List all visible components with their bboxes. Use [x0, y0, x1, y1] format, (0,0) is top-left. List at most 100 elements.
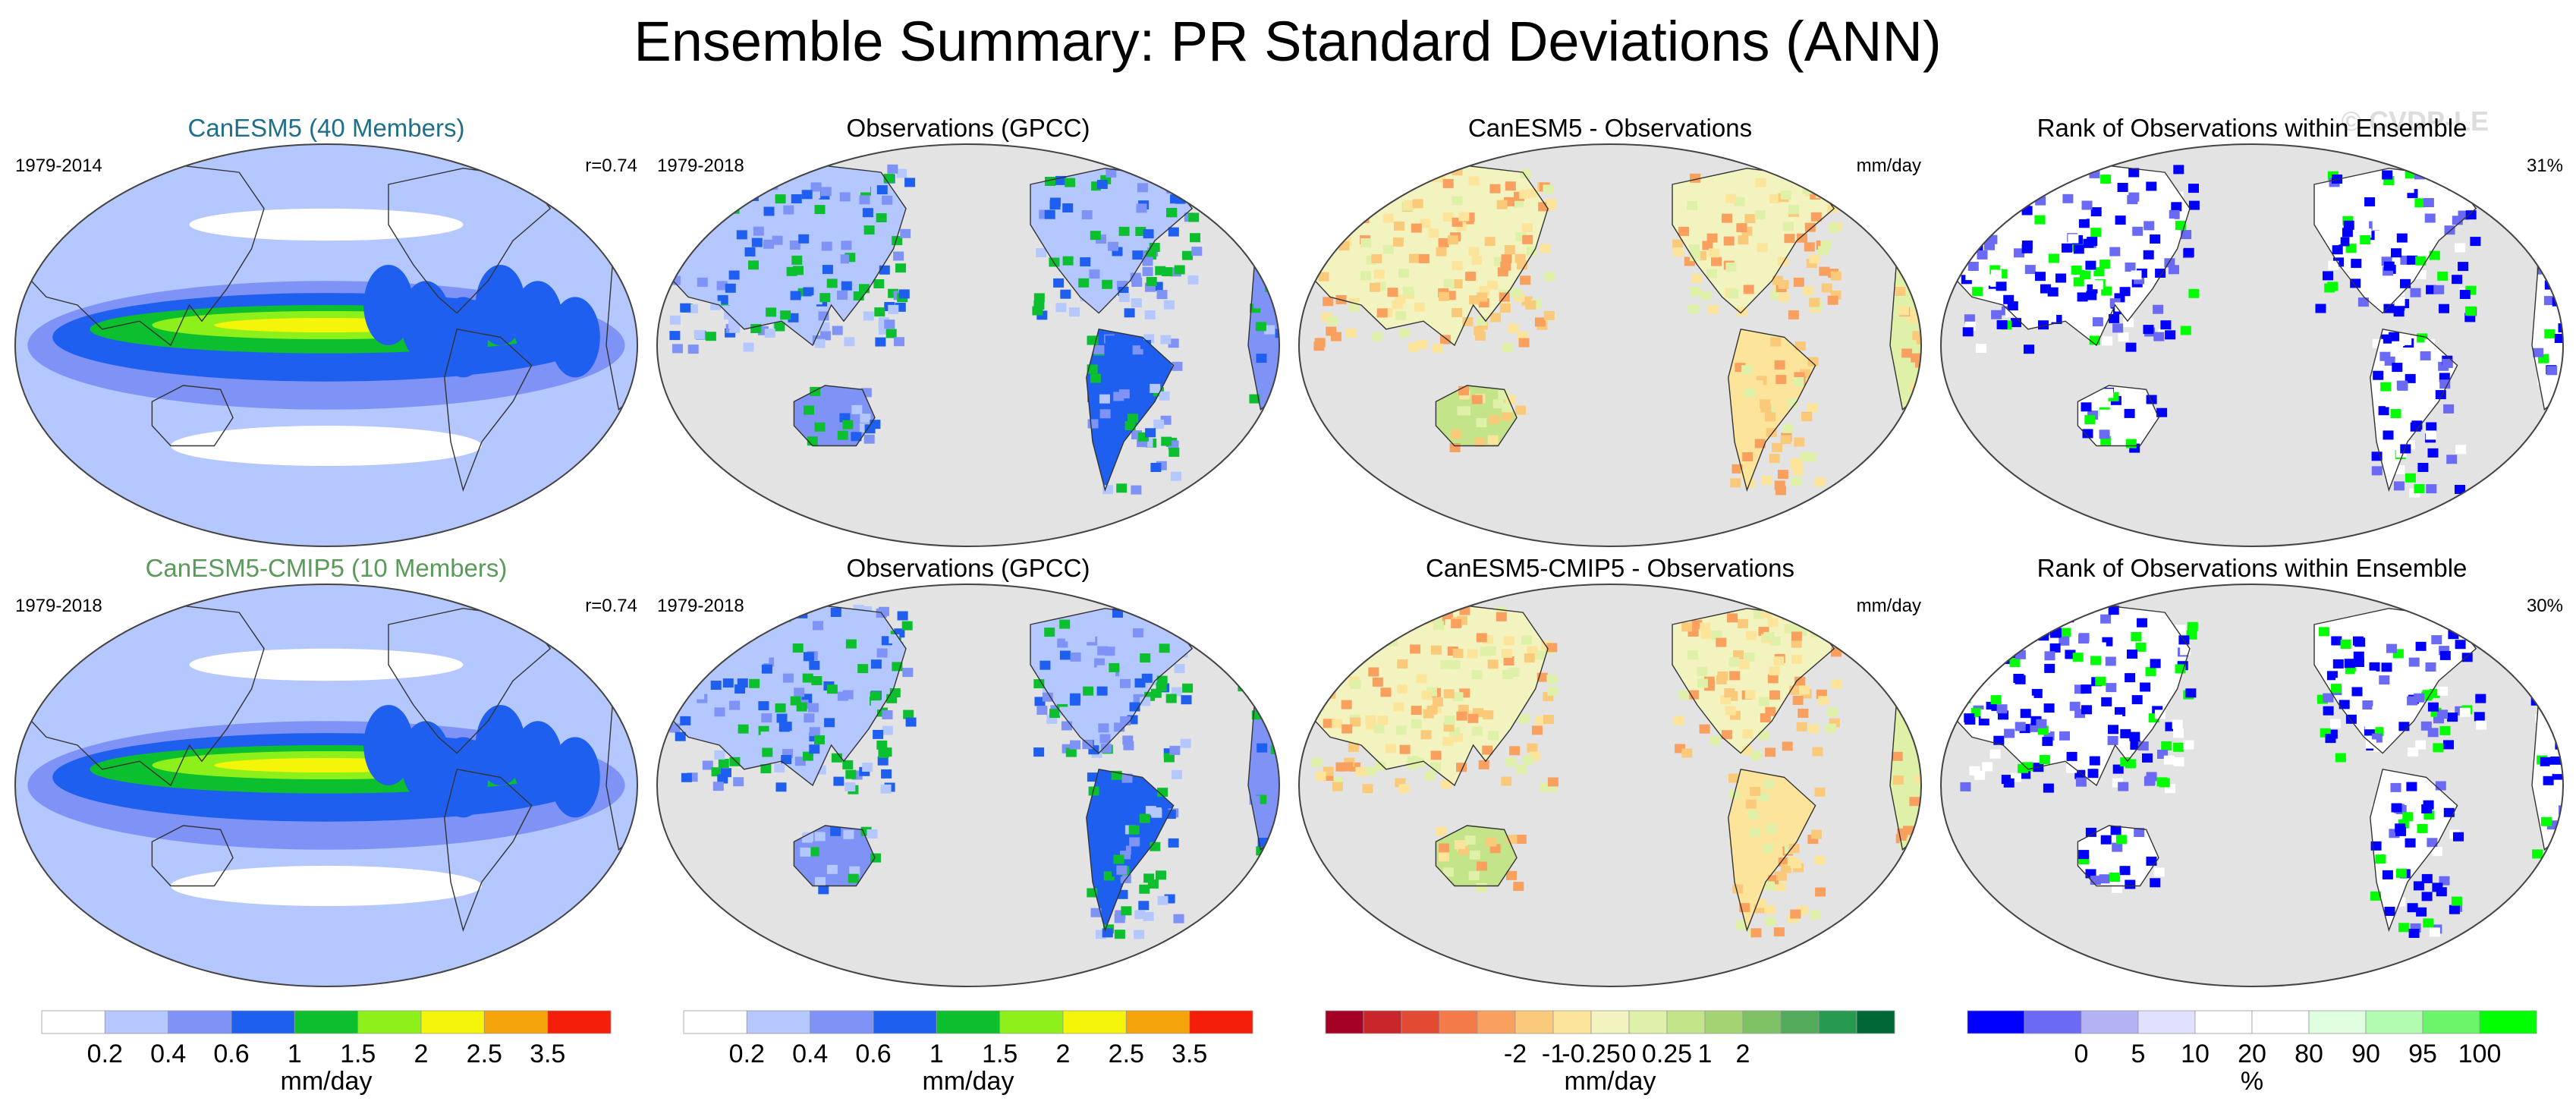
- obs-cell: [714, 707, 725, 717]
- rank-cell: [2543, 776, 2554, 785]
- precip-blob-2: [438, 737, 489, 818]
- diff-cell: [1831, 679, 1842, 689]
- obs-cell: [1185, 158, 1197, 168]
- obs-cell: [1118, 293, 1130, 302]
- obs-cell: [1264, 673, 1275, 683]
- rank-cell: [2439, 304, 2449, 313]
- rank-cell: [1965, 271, 1977, 281]
- obs-cell: [747, 727, 759, 737]
- diff-cell: [1452, 308, 1462, 317]
- rank-cell: [2416, 907, 2427, 917]
- rank-cell: [1994, 606, 2005, 615]
- diff-cell: [1471, 670, 1483, 680]
- colorbar-diff: -2 -1-0.25 0 0.25 1 2mm/day: [1325, 1010, 1895, 1096]
- rank-cell: [2375, 854, 2386, 864]
- obs-cell: [669, 331, 681, 341]
- diff-cell: [1538, 202, 1549, 212]
- diff-cell: [1486, 837, 1497, 847]
- diff-cell: [1810, 619, 1821, 629]
- rank-cell: [2014, 248, 2024, 258]
- diff-cell: [1700, 622, 1711, 632]
- rank-cell: [2122, 616, 2133, 625]
- obs-cell: [1265, 718, 1276, 728]
- rank-cell: [2400, 444, 2411, 454]
- map-panel-model-1: CanESM5-CMIP5 (10 Members)1979-2018 r=0.7…: [14, 554, 638, 987]
- rank-cell: [2439, 725, 2451, 735]
- obs-cell: [1145, 623, 1156, 633]
- obs-cell: [1257, 632, 1269, 642]
- diff-cell: [1911, 353, 1921, 363]
- rank-cell: [2073, 244, 2084, 254]
- diff-cell: [1798, 708, 1809, 718]
- obs-cell: [1083, 686, 1094, 696]
- rank-cell: [2128, 168, 2140, 178]
- panel-stat: mm/day: [1857, 596, 1921, 616]
- obs-cell: [725, 283, 736, 293]
- diff-cell: [1313, 341, 1325, 351]
- diff-cell: [1687, 201, 1697, 210]
- obs-cell: [1042, 692, 1053, 702]
- diff-cell: [1412, 199, 1423, 209]
- rank-cell: [2400, 278, 2411, 288]
- rank-cell: [2425, 168, 2436, 178]
- obs-cell: [1153, 420, 1165, 429]
- diff-cell: [1515, 835, 1527, 844]
- obs-cell: [887, 164, 898, 174]
- diff-cell: [1408, 253, 1420, 263]
- rank-cell: [2059, 636, 2070, 646]
- colorbar-swatch: [547, 1010, 612, 1034]
- colorbar-tick-label: -2: [1504, 1040, 1527, 1068]
- rank-cell: [2087, 769, 2099, 779]
- rank-cell: [2169, 265, 2179, 275]
- rank-cell: [2339, 650, 2350, 659]
- rank-cell: [2417, 823, 2428, 833]
- diff-cell: [1455, 840, 1465, 850]
- diff-cell: [1392, 238, 1404, 247]
- rank-cell: [2040, 284, 2051, 294]
- diff-cell: [1815, 855, 1826, 865]
- rank-cell: [2123, 318, 2134, 328]
- diff-cell: [1828, 223, 1839, 233]
- obs-cell: [1272, 247, 1279, 256]
- obs-cell: [813, 755, 824, 765]
- panel-stat: 31%: [2527, 156, 2563, 176]
- obs-cell: [808, 703, 819, 713]
- diff-cell: [1796, 722, 1807, 731]
- diff-cell: [1341, 724, 1353, 734]
- rank-cell: [2181, 230, 2192, 240]
- diff-cell: [1395, 725, 1407, 735]
- rank-cell: [2323, 271, 2333, 281]
- diff-cell: [1732, 884, 1744, 894]
- diff-cell: [1394, 221, 1404, 231]
- rank-cell: [1996, 171, 2008, 181]
- map-content: [15, 144, 637, 546]
- colorbar-tick-label: 1.5: [982, 1040, 1018, 1068]
- rank-cell: [2491, 609, 2502, 618]
- diff-cell: [1763, 844, 1774, 854]
- rank-cell: [2173, 165, 2184, 175]
- obs-cell: [1120, 678, 1131, 688]
- diff-cell: [1749, 827, 1760, 837]
- obs-cell: [1033, 747, 1045, 757]
- obs-cell: [758, 701, 769, 711]
- diff-cell: [1464, 835, 1476, 845]
- obs-cell: [738, 724, 749, 734]
- diff-cell: [1372, 332, 1383, 341]
- obs-cell: [1073, 621, 1084, 631]
- precip-blob-4: [513, 721, 563, 802]
- map-border: [14, 584, 638, 987]
- obs-cell: [712, 782, 724, 791]
- obs-cell: [862, 208, 873, 218]
- diff-cell: [1788, 844, 1800, 854]
- diff-cell: [1497, 267, 1508, 277]
- obs-cell: [1276, 234, 1279, 244]
- map-border: [656, 584, 1280, 987]
- diff-cell: [1780, 190, 1791, 200]
- obs-cell: [860, 414, 871, 423]
- colorbar-swatch: [41, 1010, 105, 1034]
- diff-cell: [1821, 283, 1832, 293]
- obs-cell: [760, 609, 771, 618]
- diff-cell: [1772, 442, 1783, 452]
- colorbar-swatch: [2308, 1010, 2367, 1034]
